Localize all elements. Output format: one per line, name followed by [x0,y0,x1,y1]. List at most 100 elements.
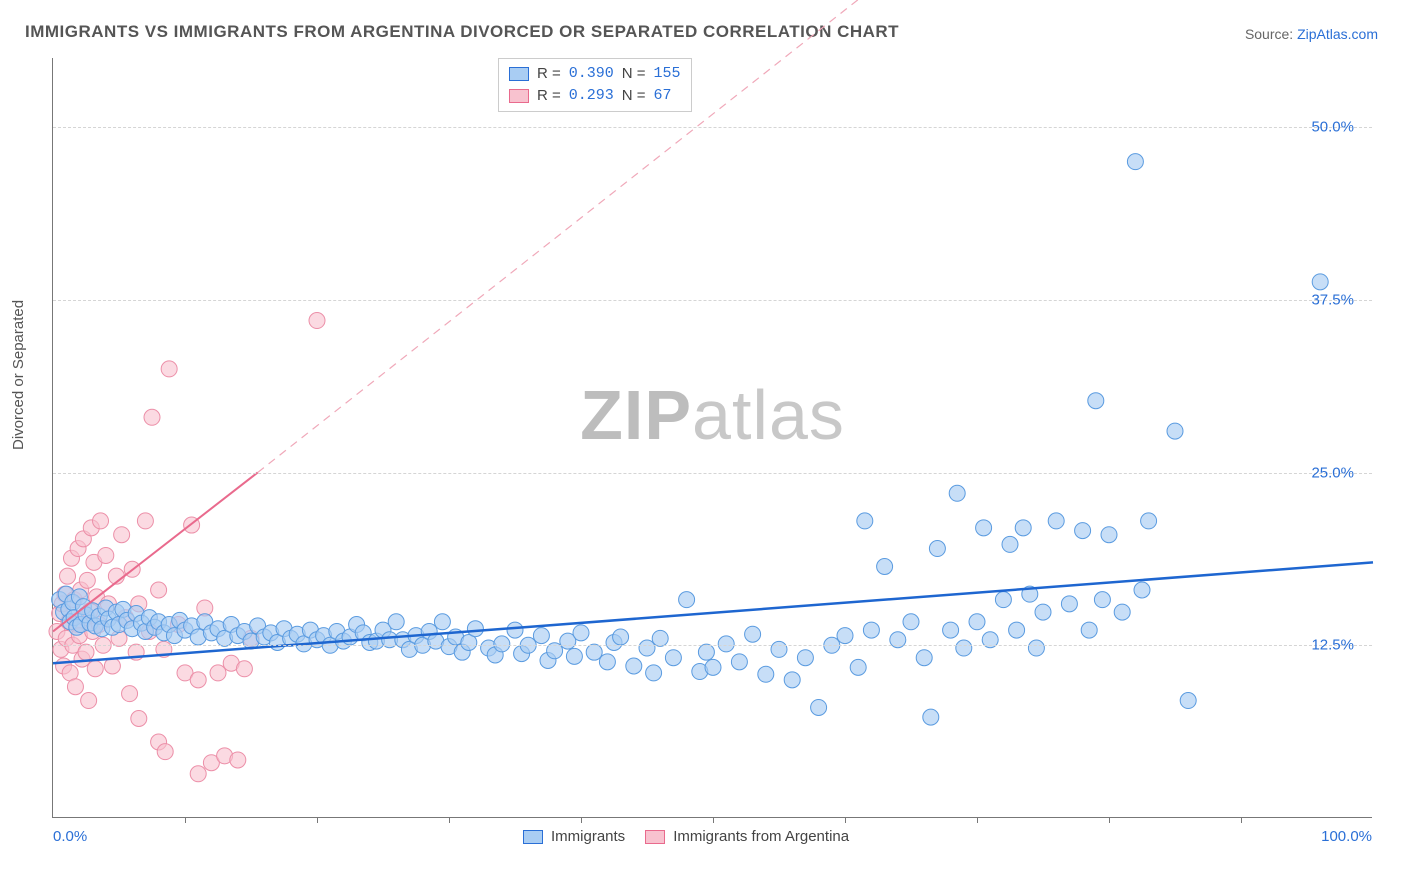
y-tick-label: 50.0% [1311,119,1354,136]
data-point-blue [1127,154,1143,170]
data-point-blue [705,659,721,675]
data-point-blue [1180,693,1196,709]
data-point-blue [665,650,681,666]
legend-series: Immigrants Immigrants from Argentina [523,828,849,845]
data-point-blue [1312,274,1328,290]
data-point-blue [850,659,866,675]
swatch-pink-icon [645,830,665,844]
data-point-pink [67,679,83,695]
data-point-blue [916,650,932,666]
n-value: 155 [654,63,681,85]
data-point-pink [210,665,226,681]
data-point-blue [586,644,602,660]
scatter-svg [53,58,1372,817]
data-point-blue [573,625,589,641]
x-axis-max-label: 100.0% [1321,828,1372,845]
data-point-blue [929,541,945,557]
data-point-pink [190,766,206,782]
data-point-pink [87,661,103,677]
r-value: 0.390 [569,63,614,85]
data-point-blue [434,614,450,630]
data-point-pink [131,711,147,727]
data-point-blue [995,592,1011,608]
data-point-blue [698,644,714,660]
x-tick [185,817,186,823]
x-tick [713,817,714,823]
data-point-blue [797,650,813,666]
data-point-blue [1048,513,1064,529]
data-point-blue [943,622,959,638]
chart-title: IMMIGRANTS VS IMMIGRANTS FROM ARGENTINA … [25,22,899,42]
n-value: 67 [654,85,672,107]
data-point-blue [903,614,919,630]
data-point-blue [731,654,747,670]
data-point-pink [161,361,177,377]
data-point-blue [969,614,985,630]
r-value: 0.293 [569,85,614,107]
data-point-blue [976,520,992,536]
legend-correlation: R = 0.390 N = 155 R = 0.293 N = 67 [498,58,692,112]
data-point-pink [79,572,95,588]
x-tick [581,817,582,823]
data-point-pink [309,313,325,329]
data-point-pink [98,547,114,563]
data-point-blue [626,658,642,674]
data-point-blue [507,622,523,638]
n-label: N = [622,63,646,85]
data-point-pink [93,513,109,529]
data-point-pink [122,686,138,702]
data-point-pink [60,568,76,584]
data-point-blue [1002,536,1018,552]
data-point-pink [236,661,252,677]
gridline [53,127,1372,128]
legend-row-blue: R = 0.390 N = 155 [509,63,681,85]
source-link[interactable]: ZipAtlas.com [1297,26,1378,42]
x-tick [1109,817,1110,823]
x-tick [449,817,450,823]
data-point-blue [956,640,972,656]
data-point-pink [230,752,246,768]
x-tick [1241,817,1242,823]
data-point-blue [599,654,615,670]
data-point-blue [639,640,655,656]
data-point-blue [1134,582,1150,598]
data-point-blue [1009,622,1025,638]
y-tick-label: 12.5% [1311,637,1354,654]
x-axis-min-label: 0.0% [53,828,87,845]
data-point-blue [863,622,879,638]
r-label: R = [537,63,561,85]
data-point-pink [78,644,94,660]
legend-label: Immigrants from Argentina [673,828,849,845]
data-point-blue [745,626,761,642]
legend-label: Immigrants [551,828,625,845]
data-point-blue [949,485,965,501]
data-point-blue [758,666,774,682]
y-tick-label: 25.0% [1311,464,1354,481]
data-point-blue [1015,520,1031,536]
data-point-pink [114,527,130,543]
data-point-pink [151,582,167,598]
data-point-blue [1141,513,1157,529]
data-point-blue [877,559,893,575]
data-point-pink [137,513,153,529]
data-point-blue [857,513,873,529]
data-point-blue [646,665,662,681]
data-point-pink [157,744,173,760]
gridline [53,645,1372,646]
data-point-blue [811,699,827,715]
data-point-blue [1101,527,1117,543]
swatch-pink-icon [509,89,529,103]
x-tick [317,817,318,823]
data-point-blue [1114,604,1130,620]
data-point-blue [467,621,483,637]
data-point-blue [652,630,668,646]
x-tick [977,817,978,823]
legend-row-pink: R = 0.293 N = 67 [509,85,681,107]
legend-item-immigrants: Immigrants [523,828,625,845]
r-label: R = [537,85,561,107]
data-point-blue [1088,393,1104,409]
data-point-pink [190,672,206,688]
data-point-blue [1061,596,1077,612]
data-point-blue [1167,423,1183,439]
data-point-blue [388,614,404,630]
